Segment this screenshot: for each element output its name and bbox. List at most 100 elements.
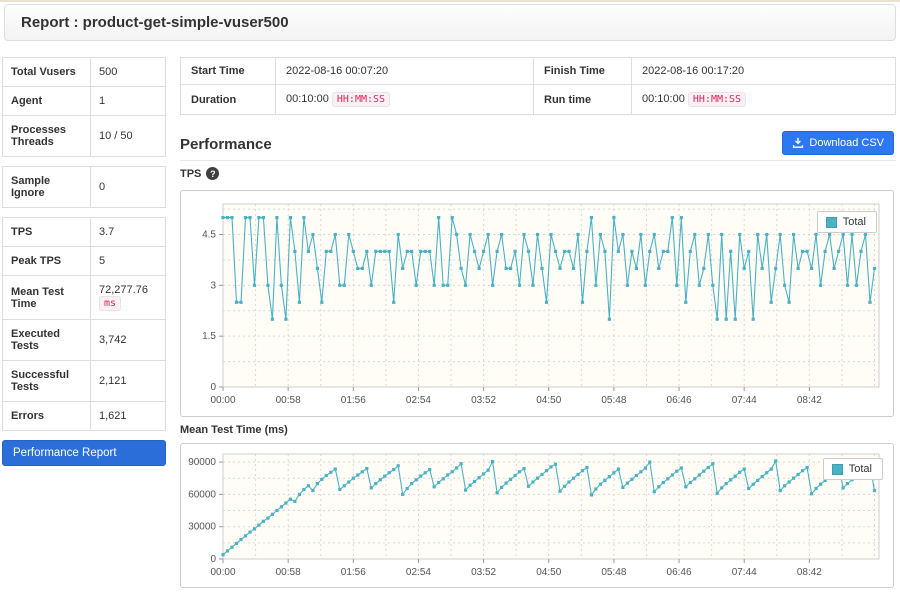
svg-text:03:52: 03:52 — [471, 395, 496, 406]
peak-tps-value: 5 — [90, 246, 166, 276]
table-row: Processes Threads 10 / 50 — [2, 115, 166, 157]
svg-text:00:00: 00:00 — [210, 395, 235, 406]
download-icon — [793, 137, 804, 148]
duration-format-badge: HH:MM:SS — [331, 92, 391, 107]
legend-swatch — [831, 463, 843, 475]
section-divider — [180, 160, 896, 161]
table-row: Duration 00:10:00 HH:MM:SS Run time 00:1… — [180, 84, 896, 115]
mean-test-time-chart: 00:00 00:58 01:56 02:54 03:52 04:50 05:48 06:46… — [180, 443, 894, 588]
svg-text:00:58: 00:58 — [276, 395, 301, 406]
svg-text:07:44: 07:44 — [732, 395, 757, 406]
duration-label: Duration — [180, 84, 276, 115]
mean-test-time-label: Mean Test Time — [2, 275, 91, 320]
agent-value: 1 — [90, 86, 166, 116]
table-row: Agent 1 — [2, 86, 166, 116]
table-row: Total Vusers 500 — [2, 57, 166, 87]
tps-chart-title: TPS ? — [180, 167, 220, 180]
svg-text:03:52: 03:52 — [471, 567, 496, 578]
svg-text:05:48: 05:48 — [601, 567, 626, 578]
vuser-summary-table: Total Vusers 500 Agent 1 Processes Threa… — [2, 57, 166, 157]
page-title: Report : product-get-simple-vuser500 — [4, 4, 896, 41]
run-time-value: 00:10:00 HH:MM:SS — [631, 84, 896, 115]
svg-text:02:54: 02:54 — [406, 395, 431, 406]
duration-number: 00:10:00 — [286, 93, 329, 105]
errors-value: 1,621 — [90, 401, 166, 431]
svg-text:06:46: 06:46 — [667, 395, 692, 406]
svg-text:4.5: 4.5 — [202, 230, 216, 241]
processes-threads-label: Processes Threads — [2, 115, 91, 157]
run-time-format-badge: HH:MM:SS — [687, 92, 747, 107]
ms-unit-badge: ms — [99, 296, 122, 311]
tps-chart-title-text: TPS — [180, 167, 202, 180]
svg-text:30000: 30000 — [188, 522, 216, 533]
table-row: Successful Tests 2,121 — [2, 360, 166, 402]
executed-tests-value: 3,742 — [90, 319, 166, 361]
total-vusers-label: Total Vusers — [2, 57, 91, 87]
run-time-number: 00:10:00 — [642, 93, 685, 105]
svg-text:04:50: 04:50 — [536, 395, 561, 406]
table-row: Peak TPS 5 — [2, 246, 166, 276]
performance-header-row: Performance Download CSV — [180, 131, 896, 161]
performance-section-title: Performance — [180, 136, 272, 153]
total-vusers-value: 500 — [90, 57, 166, 87]
finish-time-value: 2022-08-16 00:17:20 — [631, 57, 896, 85]
svg-text:00:00: 00:00 — [210, 567, 235, 578]
tps-value: 3.7 — [90, 217, 166, 247]
peak-tps-label: Peak TPS — [2, 246, 91, 276]
svg-text:00:58: 00:58 — [276, 567, 301, 578]
top-accent-strip — [0, 0, 900, 2]
svg-text:01:56: 01:56 — [341, 395, 366, 406]
agent-label: Agent — [2, 86, 91, 116]
mean-test-time-number: 72,277.76 — [99, 284, 148, 296]
svg-text:08:42: 08:42 — [797, 567, 822, 578]
svg-text:3: 3 — [210, 280, 216, 291]
svg-text:04:50: 04:50 — [536, 567, 561, 578]
table-row: Mean Test Time 72,277.76 ms — [2, 275, 166, 320]
svg-text:05:48: 05:48 — [601, 395, 626, 406]
successful-tests-value: 2,121 — [90, 360, 166, 402]
start-time-label: Start Time — [180, 57, 276, 85]
tps-chart: 00:00 00:58 01:56 02:54 03:52 04:50 05:48 06:46… — [180, 190, 894, 417]
errors-label: Errors — [2, 401, 91, 431]
download-csv-button[interactable]: Download CSV — [782, 131, 894, 155]
tps-chart-legend: Total — [816, 211, 877, 233]
svg-text:1.5: 1.5 — [202, 331, 216, 342]
executed-tests-label: Executed Tests — [2, 319, 91, 361]
mean-test-time-chart-legend: Total — [822, 458, 883, 480]
sample-ignore-label: Sample Ignore — [2, 166, 91, 208]
duration-value: 00:10:00 HH:MM:SS — [275, 84, 534, 115]
svg-text:06:46: 06:46 — [667, 567, 692, 578]
svg-text:02:54: 02:54 — [406, 567, 431, 578]
finish-time-label: Finish Time — [533, 57, 632, 85]
download-csv-label: Download CSV — [809, 137, 884, 149]
summary-sidebar: Total Vusers 500 Agent 1 Processes Threa… — [2, 57, 166, 466]
help-icon[interactable]: ? — [206, 167, 220, 180]
svg-text:60000: 60000 — [188, 489, 216, 500]
time-info-table: Start Time 2022-08-16 00:07:20 Finish Ti… — [180, 57, 896, 115]
performance-report-button[interactable]: Performance Report — [2, 440, 166, 466]
table-row: TPS 3.7 — [2, 217, 166, 247]
legend-label: Total — [842, 216, 866, 228]
svg-text:01:56: 01:56 — [341, 567, 366, 578]
mean-test-time-value: 72,277.76 ms — [90, 275, 166, 320]
report-main: Start Time 2022-08-16 00:07:20 Finish Ti… — [180, 57, 896, 599]
run-time-label: Run time — [533, 84, 632, 115]
table-row: Start Time 2022-08-16 00:07:20 Finish Ti… — [180, 57, 896, 85]
mean-test-time-chart-title: Mean Test Time (ms) — [180, 424, 288, 436]
table-row: Sample Ignore 0 — [2, 166, 166, 208]
svg-text:0: 0 — [210, 382, 216, 393]
result-summary-table: TPS 3.7 Peak TPS 5 Mean Test Time 72,277… — [2, 217, 166, 431]
sample-ignore-value: 0 — [90, 166, 166, 208]
legend-swatch — [825, 216, 837, 228]
svg-text:90000: 90000 — [188, 457, 216, 468]
table-row: Executed Tests 3,742 — [2, 319, 166, 361]
tps-label: TPS — [2, 217, 91, 247]
svg-text:0: 0 — [210, 554, 216, 565]
sample-summary-table: Sample Ignore 0 — [2, 166, 166, 208]
successful-tests-label: Successful Tests — [2, 360, 91, 402]
processes-threads-value: 10 / 50 — [90, 115, 166, 157]
start-time-value: 2022-08-16 00:07:20 — [275, 57, 534, 85]
table-row: Errors 1,621 — [2, 401, 166, 431]
svg-text:08:42: 08:42 — [797, 395, 822, 406]
mean-test-time-chart-title-text: Mean Test Time (ms) — [180, 424, 288, 436]
